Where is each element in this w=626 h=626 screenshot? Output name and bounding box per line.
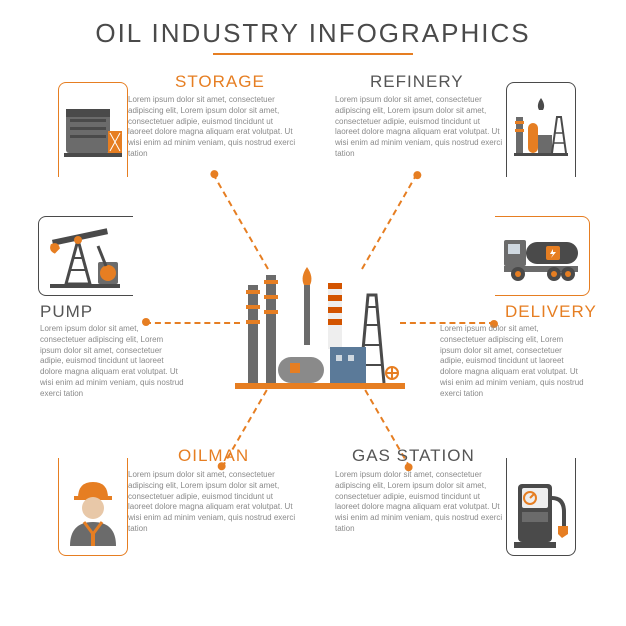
oilman-body: Lorem ipsum dolor sit amet, consectetuer… — [128, 470, 298, 535]
pump-heading: PUMP — [40, 302, 93, 322]
page-title: OIL INDUSTRY INFOGRAPHICS — [0, 0, 626, 49]
delivery-heading: DELIVERY — [505, 302, 597, 322]
delivery-body: Lorem ipsum dolor sit amet, consectetuer… — [440, 324, 585, 400]
worker-icon — [60, 478, 126, 550]
tanker-truck-icon — [502, 228, 582, 284]
refinery-body: Lorem ipsum dolor sit amet, consectetuer… — [335, 95, 505, 160]
fuel-pump-icon — [512, 478, 570, 550]
refinery-heading: REFINERY — [370, 72, 464, 92]
pump-body: Lorem ipsum dolor sit amet, consectetuer… — [40, 324, 185, 400]
oilman-heading: OILMAN — [178, 446, 249, 466]
gas_station-body: Lorem ipsum dolor sit amet, consectetuer… — [335, 470, 505, 535]
storage-heading: STORAGE — [175, 72, 265, 92]
storage-tank-icon — [60, 95, 126, 161]
refinery-icon — [508, 95, 574, 161]
storage-body: Lorem ipsum dolor sit amet, consectetuer… — [128, 95, 298, 160]
pumpjack-icon — [48, 222, 123, 290]
central-plant-icon — [230, 255, 410, 395]
title-underline — [213, 53, 413, 55]
gas_station-heading: GAS STATION — [352, 446, 475, 466]
